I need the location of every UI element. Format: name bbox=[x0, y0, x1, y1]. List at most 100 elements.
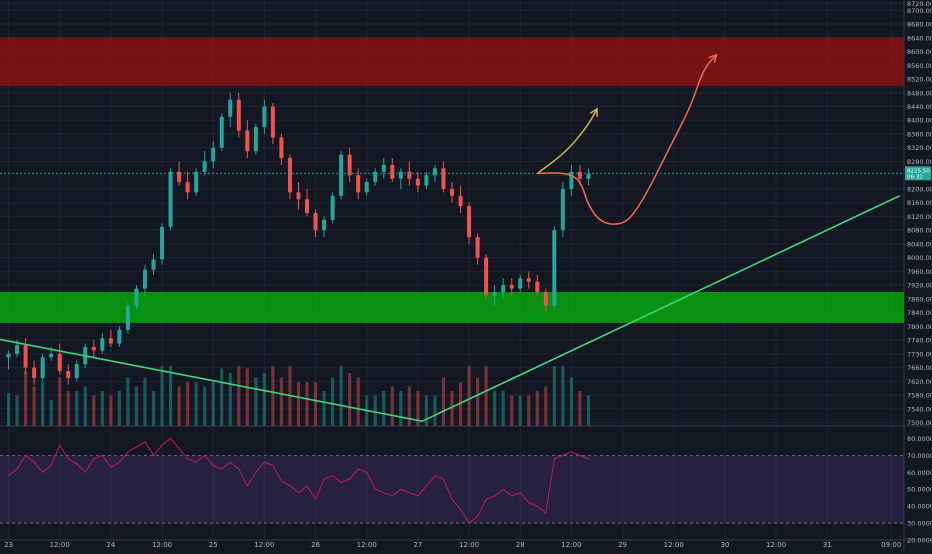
rsi-tick-label: 30.0000 bbox=[907, 520, 932, 528]
volume-bar bbox=[23, 370, 28, 426]
candle-body bbox=[117, 329, 122, 344]
time-tick-label: 12:00 bbox=[254, 541, 274, 549]
candle-body bbox=[560, 188, 565, 231]
volume-bar bbox=[569, 377, 573, 426]
price-tick-label: 8640.00 bbox=[907, 34, 932, 42]
rsi-tick-label: 40.0000 bbox=[907, 503, 932, 511]
volume-bar bbox=[339, 366, 343, 426]
candle-body bbox=[262, 106, 267, 128]
support-zone bbox=[0, 292, 904, 323]
volume-bar bbox=[535, 391, 539, 426]
volume-bar bbox=[254, 377, 258, 426]
candle-body bbox=[108, 338, 113, 344]
volume-bar bbox=[58, 377, 62, 426]
price-tick-label: 8440.00 bbox=[907, 103, 932, 111]
candle-body bbox=[577, 171, 582, 179]
volume-bar bbox=[83, 386, 87, 426]
price-tick-label: 7920.00 bbox=[907, 282, 932, 290]
candle-body bbox=[245, 130, 250, 152]
candle-body bbox=[168, 171, 173, 227]
price-tick-label: 7500.00 bbox=[907, 419, 932, 427]
volume-bar bbox=[578, 391, 582, 426]
candle-body bbox=[330, 195, 335, 220]
candle-body bbox=[134, 288, 139, 306]
candle-body bbox=[151, 259, 156, 270]
down-trend-line bbox=[0, 338, 423, 422]
volume-bar bbox=[475, 377, 480, 426]
volume-bar bbox=[390, 386, 394, 426]
price-tick-label: 7800.00 bbox=[907, 323, 932, 331]
candle-body bbox=[40, 357, 45, 378]
candle-body bbox=[322, 219, 327, 231]
rsi-layer bbox=[0, 437, 904, 524]
volume-bar bbox=[373, 395, 377, 426]
candle-body bbox=[373, 171, 378, 183]
volume-bar bbox=[313, 382, 318, 426]
volume-bar bbox=[186, 382, 190, 426]
volume-bar bbox=[271, 366, 275, 426]
candle-body bbox=[526, 278, 531, 282]
time-tick-label: 12:00 bbox=[561, 541, 581, 549]
candle-body bbox=[219, 116, 224, 148]
time-tick-label: 09:00 bbox=[881, 541, 901, 549]
time-tick-label: 12:00 bbox=[664, 541, 684, 549]
scenario-arrow-path bbox=[537, 54, 717, 225]
candle-body bbox=[236, 99, 241, 131]
price-tick-label: 7620.00 bbox=[907, 378, 932, 386]
price-tick-label: 8200.00 bbox=[907, 185, 932, 193]
candle-body bbox=[501, 285, 506, 293]
volume-bar bbox=[493, 391, 497, 426]
candle-body bbox=[74, 364, 79, 378]
time-tick-label: 12:00 bbox=[152, 541, 172, 549]
price-tick-label: 7540.00 bbox=[907, 405, 932, 413]
price-tick-label: 8360.00 bbox=[907, 130, 932, 138]
price-tick-label: 8120.00 bbox=[907, 213, 932, 221]
volume-bar bbox=[6, 393, 11, 426]
volume-bar bbox=[75, 391, 79, 426]
price-tick-label: 8520.00 bbox=[907, 76, 932, 84]
volume-bar bbox=[527, 395, 531, 426]
volume-bar bbox=[279, 377, 284, 426]
volume-bar bbox=[416, 391, 420, 426]
candle-body bbox=[407, 171, 412, 179]
volume-bar bbox=[552, 366, 556, 426]
candle-body bbox=[177, 171, 182, 183]
time-tick-label: 27 bbox=[413, 541, 422, 549]
volume-bar bbox=[194, 382, 198, 426]
candle-body bbox=[202, 161, 207, 172]
volume-bar bbox=[586, 395, 591, 426]
candle-body bbox=[313, 213, 318, 231]
candle-body bbox=[441, 168, 446, 189]
candle-body bbox=[100, 338, 105, 351]
price-tick-label: 7730.00 bbox=[907, 350, 932, 358]
candle-body bbox=[194, 171, 199, 193]
candle-body bbox=[475, 237, 480, 258]
volume-bar bbox=[433, 395, 437, 426]
axis-layer: 23 12:00 24 12:00 25 12:00 26 12:00 27 12:00 28 12:… bbox=[4, 0, 932, 549]
scenario-arrow-arrowhead bbox=[708, 53, 718, 63]
volume-bar bbox=[544, 386, 548, 426]
price-tick-label: 8080.00 bbox=[907, 227, 932, 235]
volume-bar bbox=[561, 366, 565, 426]
candle-body bbox=[32, 367, 37, 378]
candle-body bbox=[287, 158, 292, 193]
candle-body bbox=[23, 345, 28, 368]
volume-bar bbox=[177, 386, 181, 426]
candle-body bbox=[228, 99, 233, 117]
volume-bar bbox=[382, 391, 386, 426]
volume-bar bbox=[134, 386, 139, 426]
volume-bar bbox=[501, 391, 505, 426]
current-price-sublabel: 06:32 bbox=[907, 174, 923, 180]
volume-bar bbox=[262, 373, 266, 426]
volume-bar bbox=[151, 391, 156, 426]
price-tick-label: 8000.00 bbox=[907, 254, 932, 262]
price-tick-label: 7960.00 bbox=[907, 268, 932, 276]
rsi-tick-label: 80.0000 bbox=[907, 435, 932, 443]
candle-body bbox=[518, 278, 523, 289]
volume-bar bbox=[32, 386, 36, 426]
volume-layer bbox=[6, 366, 591, 426]
candle-body bbox=[339, 154, 344, 196]
rsi-tick-label: 60.0000 bbox=[907, 469, 932, 477]
volume-bar bbox=[237, 366, 241, 426]
